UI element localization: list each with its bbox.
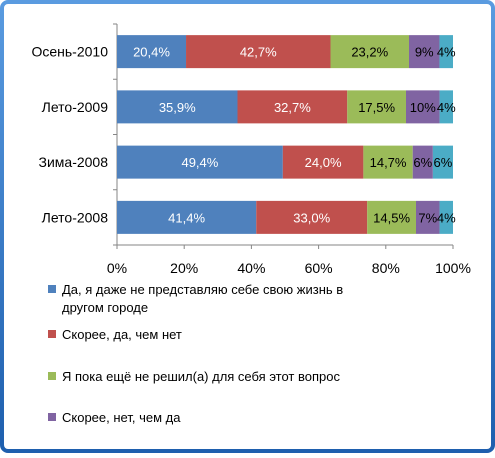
x-tick-label: 100%: [435, 260, 471, 276]
data-label: 4%: [437, 100, 456, 115]
bar-segment: [282, 145, 364, 179]
bar-segment: [439, 90, 453, 124]
bar-segment: [330, 35, 410, 69]
legend-swatch: [48, 413, 56, 421]
data-label: 33,0%: [293, 210, 330, 225]
data-label: 24,0%: [305, 155, 342, 170]
plot-area: Осень-2010 Лето-2009 Зима-2008 Лето-2008 0% 2…: [31, 23, 471, 276]
data-label: 41,4%: [168, 210, 205, 225]
bar-segment: [117, 145, 283, 179]
x-tick-label: 20%: [170, 260, 198, 276]
bar-segment: [186, 35, 331, 69]
x-tick-label: 60%: [305, 260, 333, 276]
data-label: 20,4%: [133, 45, 170, 60]
bar-segment: [439, 200, 453, 234]
data-label: 49,4%: [181, 155, 218, 170]
bar-segment: [256, 200, 368, 234]
bar-segment: [237, 90, 348, 124]
legend-swatch: [48, 372, 56, 380]
legend-swatch: [48, 285, 56, 293]
bar-segment: [416, 200, 440, 234]
x-tick-label: 0%: [107, 260, 127, 276]
data-label: 9%: [415, 45, 434, 60]
bar-segment: [432, 145, 453, 179]
data-label: 42,7%: [240, 45, 277, 60]
category-label: Зима-2008: [39, 154, 109, 170]
data-label: 17,5%: [358, 100, 395, 115]
data-label: 14,5%: [373, 210, 410, 225]
data-label: 4%: [437, 210, 456, 225]
x-tick-label: 80%: [372, 260, 400, 276]
legend: Да, я даже не представляю себе свою жизн…: [48, 282, 343, 425]
legend-label: Да, я даже не представляю себе свою жизн…: [62, 282, 343, 315]
legend-label: Я пока ещё не решил(а) для себя этот воп…: [62, 369, 340, 384]
bar-segment: [117, 200, 257, 234]
data-label: 14,7%: [370, 155, 407, 170]
bar-segment: [439, 35, 453, 69]
data-label: 35,9%: [159, 100, 196, 115]
data-label: 10%: [410, 100, 436, 115]
bar-segment: [363, 145, 413, 179]
bar-segment: [117, 35, 187, 69]
data-label: 23,2%: [351, 45, 388, 60]
bar-segment: [406, 90, 440, 124]
legend-label: Скорее, нет, чем да: [62, 410, 181, 425]
legend-label: Скорее, да, чем нет: [62, 327, 182, 342]
data-label: 6%: [434, 155, 453, 170]
category-label: Лето-2009: [42, 99, 109, 115]
bar-segment: [367, 200, 417, 234]
x-tick-label: 40%: [237, 260, 265, 276]
data-label: 32,7%: [274, 100, 311, 115]
data-label: 7%: [418, 210, 437, 225]
bar-segment: [347, 90, 407, 124]
data-label: 6%: [413, 155, 432, 170]
bar-segment: [409, 35, 440, 69]
category-label: Лето-2008: [42, 209, 109, 225]
bar-segment: [117, 90, 238, 124]
legend-swatch: [48, 330, 56, 338]
data-label: 4%: [437, 45, 456, 60]
bar-segment: [412, 145, 433, 179]
category-label: Осень-2010: [31, 44, 108, 60]
